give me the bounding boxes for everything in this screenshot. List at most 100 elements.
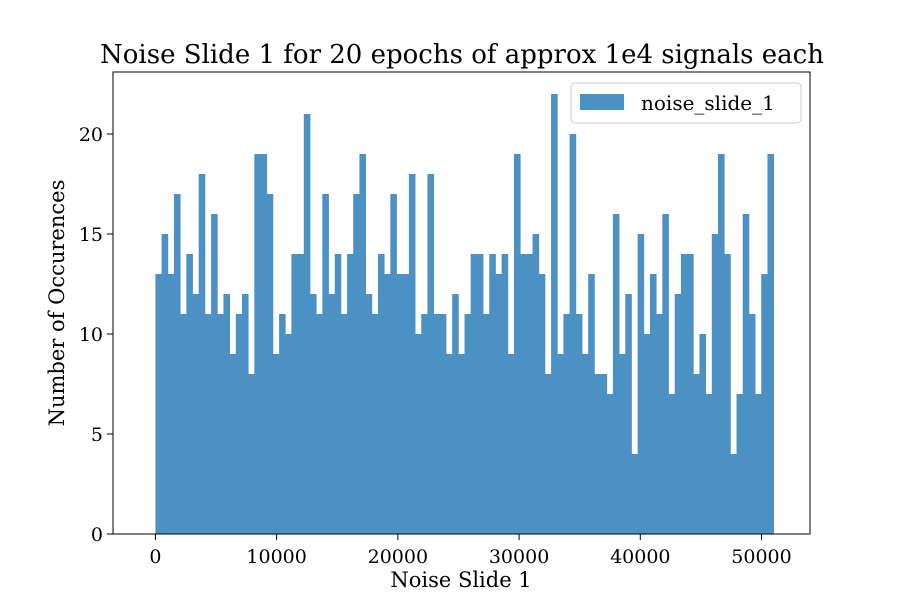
x-tick-label: 40000: [610, 546, 670, 568]
histogram-bar: [254, 154, 261, 534]
histogram-bar: [371, 314, 379, 534]
x-tick-label: 50000: [731, 546, 791, 568]
histogram-bar: [538, 274, 546, 534]
histogram-bar: [600, 374, 608, 534]
y-axis-ticks: 0 5 10 15 20: [79, 124, 113, 546]
histogram-bar: [384, 274, 391, 534]
plot-area-frame: [112, 71, 811, 535]
histogram-bar: [161, 234, 169, 534]
x-axis-label: Noise Slide 1: [390, 568, 531, 592]
histogram-bar: [544, 374, 552, 534]
histogram-bar: [464, 314, 472, 534]
histogram-bar: [767, 154, 775, 534]
histogram-bar: [643, 334, 651, 534]
histogram-bar: [359, 154, 367, 534]
histogram-bar: [340, 314, 348, 534]
x-tick-label: 30000: [489, 546, 549, 568]
histogram-bar: [316, 314, 323, 534]
histogram-bar: [520, 254, 527, 534]
histogram-bar: [421, 314, 428, 534]
histogram-bar: [198, 174, 206, 534]
histogram-bar: [551, 94, 558, 534]
histogram-bar: [309, 294, 317, 534]
histogram-bar: [192, 294, 200, 534]
histogram-bar: [711, 234, 719, 534]
histogram-bar: [699, 334, 707, 534]
histogram-bar: [303, 114, 311, 534]
histogram-bar: [526, 254, 533, 534]
histogram-bar: [687, 254, 694, 534]
y-tick-label: 0: [91, 524, 103, 546]
histogram-bar: [235, 314, 243, 534]
histogram-bar: [402, 274, 410, 534]
histogram-bar: [631, 454, 639, 534]
histogram-bar: [241, 294, 249, 534]
histogram-bar: [285, 334, 292, 534]
histogram-bar: [575, 314, 583, 534]
y-axis-label: Number of Occurences: [45, 180, 69, 427]
histogram-bar: [755, 394, 762, 534]
histogram-bar: [693, 374, 700, 534]
histogram-bar: [260, 154, 268, 534]
histogram-bar: [186, 254, 193, 534]
y-tick-label: 5: [91, 424, 103, 446]
histogram-bar: [458, 354, 465, 534]
histogram-bar: [266, 194, 274, 534]
chart-title: Noise Slide 1 for 20 epochs of approx 1e…: [100, 40, 824, 70]
histogram-bar: [495, 274, 503, 534]
histogram-bar: [674, 294, 682, 534]
histogram-bar: [594, 374, 601, 534]
histogram-bar: [291, 254, 299, 534]
histogram-bar: [452, 294, 459, 534]
histogram-bar: [569, 134, 577, 534]
histogram-bar: [588, 274, 595, 534]
histogram-bar: [248, 374, 255, 534]
histogram-bar: [229, 354, 237, 534]
legend: noise_slide_1: [570, 82, 802, 124]
histogram-bar: [606, 394, 614, 534]
histogram-bar: [483, 314, 490, 534]
histogram-bar: [217, 314, 224, 534]
histogram-bar: [705, 394, 713, 534]
legend-label-noise_slide_1: noise_slide_1: [641, 91, 775, 115]
histogram-bar: [736, 394, 744, 534]
histogram-bar: [347, 254, 354, 534]
histogram-bar: [173, 194, 181, 534]
histogram-bar: [637, 234, 645, 534]
histogram-bar: [581, 354, 589, 534]
histogram-bar: [427, 174, 435, 534]
histogram-bar: [365, 294, 373, 534]
x-axis-ticks: 0 10000 20000 30000 40000 50000: [149, 534, 792, 568]
y-tick-label: 15: [79, 224, 103, 246]
histogram-bar: [563, 314, 571, 534]
histogram-bar: [649, 274, 657, 534]
histogram-bar: [211, 214, 218, 534]
histogram-bar: [501, 254, 509, 534]
histogram-bar: [489, 254, 496, 534]
histogram-bar: [180, 314, 187, 534]
x-tick-label: 10000: [246, 546, 306, 568]
histogram-bar: [470, 254, 478, 534]
histogram-bar: [223, 294, 231, 534]
histogram-bar: [433, 314, 441, 534]
histogram-bar: [557, 354, 564, 534]
histogram-bar: [415, 334, 422, 534]
histogram-bar: [742, 214, 750, 534]
histogram-bar: [353, 194, 360, 534]
histogram-bar: [513, 154, 521, 534]
histogram-bar: [730, 454, 737, 534]
histogram-bar: [445, 354, 453, 534]
histogram-bar: [619, 354, 626, 534]
histogram-bar: [439, 314, 447, 534]
histogram-bar: [272, 354, 280, 534]
histogram-bar: [680, 254, 688, 534]
histogram-bar: [334, 254, 342, 534]
histogram-bar: [377, 254, 385, 534]
histogram-bar: [656, 314, 663, 534]
histogram-bar: [761, 274, 768, 534]
x-tick-label: 20000: [368, 546, 428, 568]
histogram-bar: [718, 154, 725, 534]
histogram-bar: [625, 294, 632, 534]
histogram-bar: [748, 314, 756, 534]
